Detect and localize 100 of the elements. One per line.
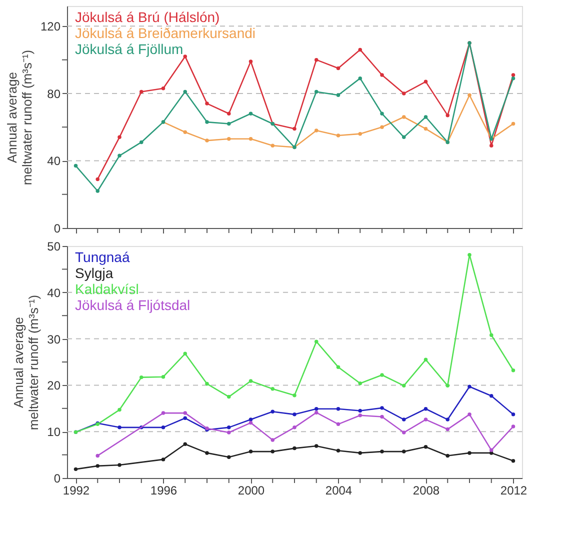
- point: [270, 144, 274, 148]
- point: [402, 418, 406, 422]
- point: [468, 384, 472, 388]
- point: [358, 381, 362, 386]
- point: [358, 408, 362, 413]
- point: [140, 140, 144, 144]
- point: [358, 413, 362, 418]
- point: [183, 90, 187, 94]
- point: [402, 115, 406, 119]
- point: [424, 358, 428, 362]
- point: [511, 73, 516, 77]
- point: [314, 90, 318, 94]
- point: [446, 384, 450, 388]
- point: [227, 112, 231, 116]
- point: [336, 448, 340, 452]
- text: Jökulsá á Brú (Hálslón): [75, 9, 220, 25]
- point: [468, 412, 472, 416]
- point: [183, 54, 187, 58]
- point: [314, 410, 318, 414]
- point: [227, 455, 231, 459]
- point: [424, 445, 428, 449]
- point: [380, 406, 384, 410]
- point: [402, 384, 406, 388]
- x-tick-label: 2012: [500, 484, 528, 498]
- point: [118, 135, 122, 140]
- point: [205, 138, 209, 142]
- point: [248, 112, 253, 116]
- point: [380, 112, 384, 116]
- point: [74, 164, 78, 168]
- point: [74, 467, 78, 472]
- point: [468, 252, 472, 257]
- point: [511, 458, 516, 463]
- point: [380, 73, 384, 77]
- point: [336, 365, 340, 369]
- point: [227, 122, 231, 126]
- y-axis-title: Annual average meltwater runoff (m³s⁻¹): [4, 50, 34, 186]
- point: [248, 379, 253, 383]
- y-tick-label: 0: [54, 472, 61, 486]
- point: [292, 126, 296, 131]
- point: [446, 454, 450, 458]
- point: [183, 130, 187, 134]
- point: [424, 115, 428, 119]
- point: [511, 424, 516, 428]
- point: [380, 414, 384, 419]
- point: [183, 352, 187, 356]
- point: [336, 422, 340, 426]
- point: [161, 86, 166, 90]
- y-axis-title: Annual average meltwater runoff (m³s⁻¹): [11, 294, 42, 430]
- point: [248, 60, 253, 64]
- point: [205, 120, 209, 124]
- point: [424, 126, 428, 131]
- point: [227, 426, 231, 430]
- point: [205, 382, 209, 386]
- point: [468, 451, 472, 455]
- point: [270, 450, 274, 454]
- text: Sylgja: [75, 265, 114, 281]
- point: [446, 113, 450, 118]
- point: [183, 442, 187, 446]
- text: Jökulsá á Breiðamerkursandi: [75, 25, 256, 41]
- x-tick-label: 1996: [150, 484, 178, 498]
- point: [183, 416, 187, 420]
- point: [424, 80, 428, 84]
- point: [511, 76, 516, 80]
- y-tick-label: 10: [47, 425, 61, 440]
- point: [161, 374, 166, 379]
- point: [314, 444, 318, 448]
- point: [490, 144, 494, 148]
- point: [402, 450, 406, 454]
- point: [511, 122, 516, 126]
- point: [161, 411, 166, 415]
- point: [490, 448, 494, 452]
- y-tick-label: 80: [47, 86, 61, 101]
- point: [292, 412, 296, 416]
- point: [161, 458, 166, 462]
- point: [227, 136, 231, 141]
- point: [358, 451, 362, 455]
- y-tick-label: 120: [40, 20, 61, 34]
- y-tick-label: 50: [47, 240, 61, 254]
- y-tick-label: 0: [54, 222, 61, 236]
- point: [270, 410, 274, 414]
- point: [161, 426, 166, 430]
- point: [140, 90, 144, 94]
- point: [227, 430, 231, 434]
- point: [96, 177, 100, 182]
- point: [96, 454, 100, 458]
- point: [292, 426, 296, 430]
- point: [424, 406, 428, 411]
- point: [140, 375, 144, 380]
- point: [183, 411, 187, 415]
- point: [96, 189, 100, 193]
- point: [314, 340, 318, 344]
- text: Tungnaá: [75, 249, 130, 265]
- point: [424, 418, 428, 422]
- point: [358, 48, 362, 52]
- point: [402, 135, 406, 140]
- point: [358, 132, 362, 136]
- point: [292, 394, 296, 398]
- point: [336, 134, 340, 138]
- y-tick-label: 30: [47, 332, 61, 346]
- point: [336, 93, 340, 98]
